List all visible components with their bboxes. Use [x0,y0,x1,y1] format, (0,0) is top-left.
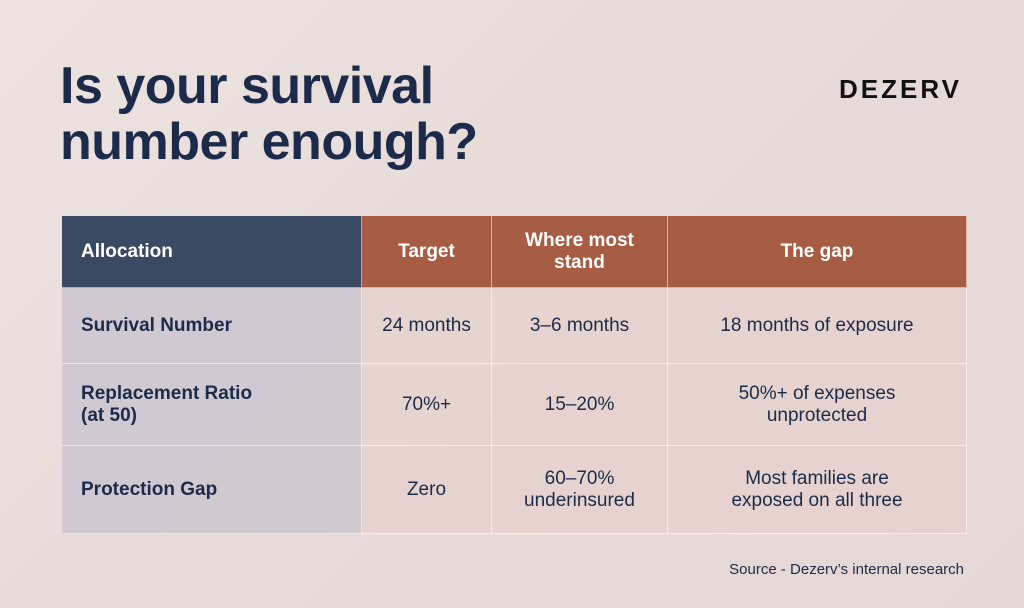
row-protection-gap-target: Zero [362,446,492,534]
row-survival-number-current: 3–6 months [492,288,668,364]
row-survival-number-label: Survival Number [62,288,362,364]
row-protection-gap-current: 60–70% underinsured [492,446,668,534]
header-allocation: Allocation [62,216,362,288]
row-protection-gap-gap: Most families are exposed on all three [668,446,967,534]
header-where-most-stand: Where most stand [492,216,668,288]
title-line-2: number enough? [60,113,478,171]
row-replacement-ratio-target: 70%+ [362,364,492,446]
row-protection-gap-label: Protection Gap [62,446,362,534]
page-title: Is your survival number enough? [60,58,620,170]
comparison-table: Allocation Target Where most stand The g… [62,216,967,534]
row-survival-number-target: 24 months [362,288,492,364]
brand-logo: DEZERV [839,74,962,104]
row-replacement-ratio-current: 15–20% [492,364,668,446]
row-survival-number-gap: 18 months of exposure [668,288,967,364]
header-the-gap: The gap [668,216,967,288]
title-line-1: Is your survival [60,57,434,115]
row-replacement-ratio-label: Replacement Ratio (at 50) [62,364,362,446]
header-target: Target [362,216,492,288]
row-replacement-ratio-gap: 50%+ of expenses unprotected [668,364,967,446]
source-note: Source - Dezerv’s internal research [729,561,964,578]
